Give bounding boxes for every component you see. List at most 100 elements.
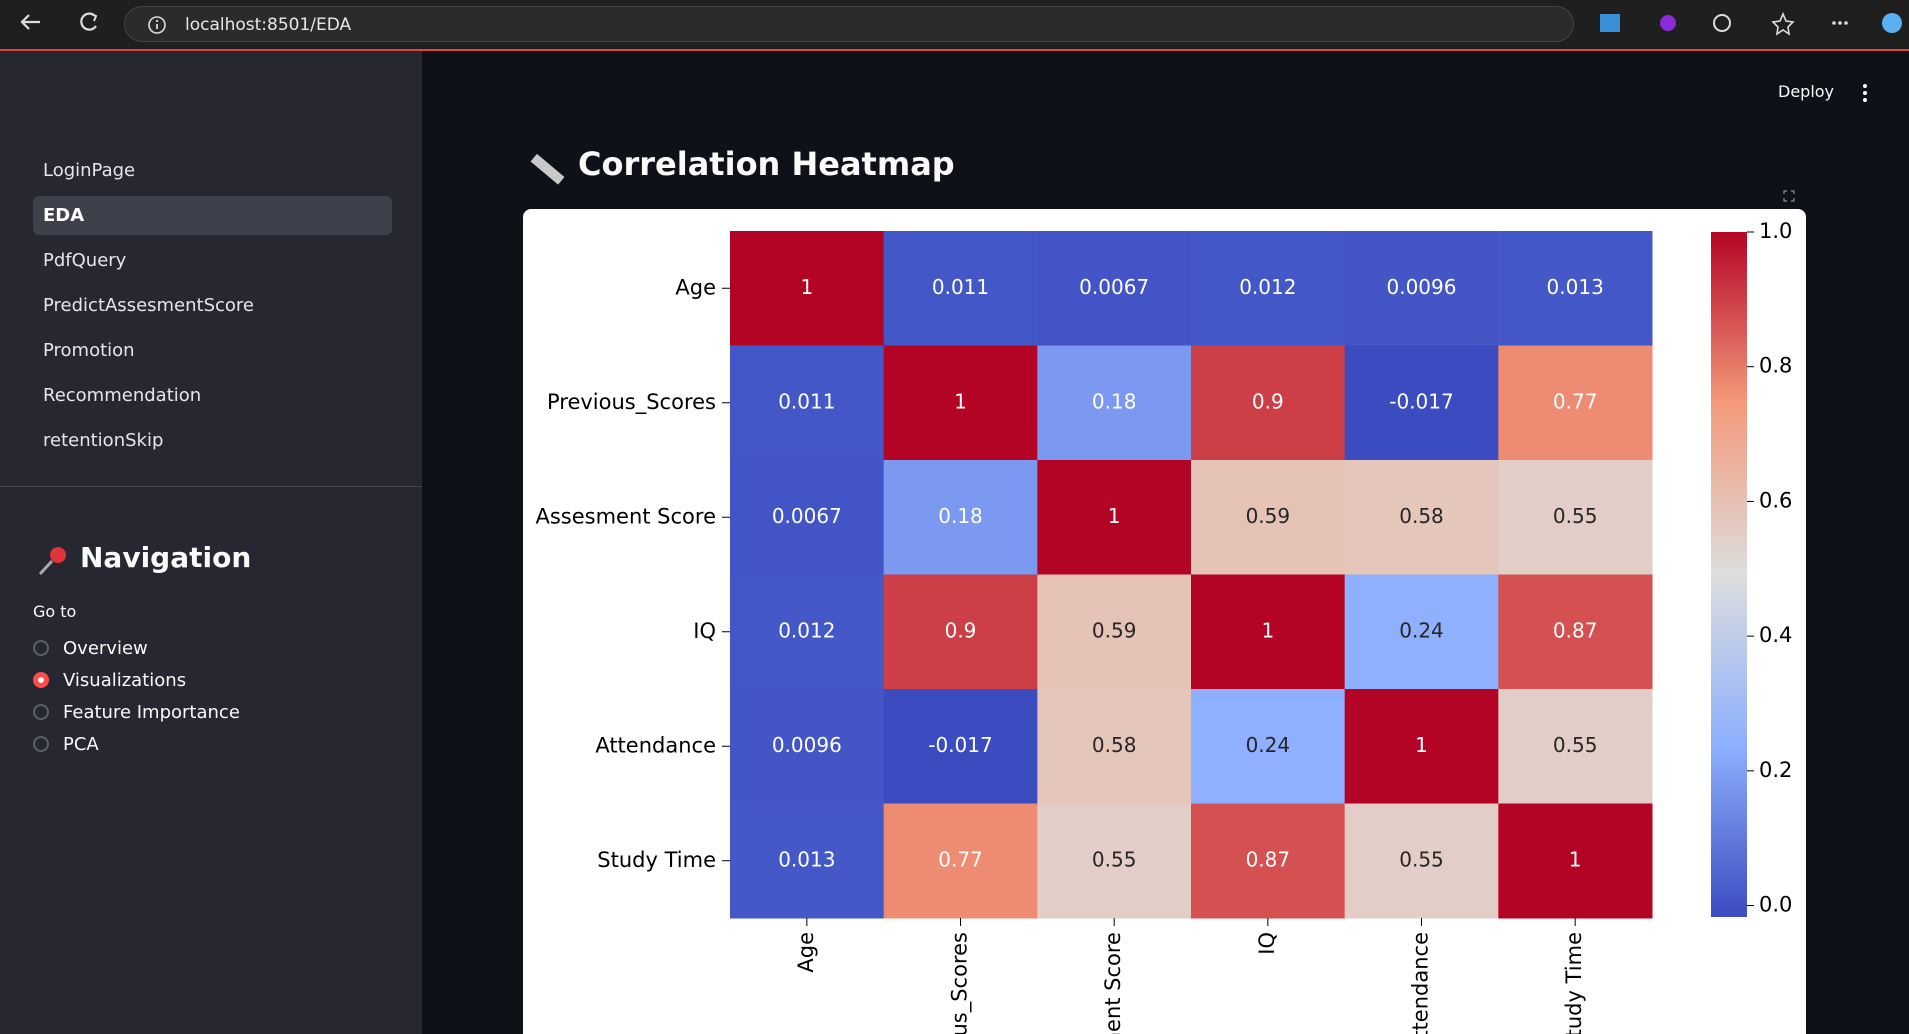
colorbar-tick-label: 0.0 bbox=[1759, 893, 1792, 917]
cell-label: 0.0067 bbox=[772, 504, 842, 528]
heatmap-cell bbox=[1344, 460, 1499, 575]
page-link[interactable]: retentionSkip bbox=[43, 430, 164, 451]
cell-label: 0.011 bbox=[778, 389, 835, 413]
heatmap-cell bbox=[1498, 574, 1653, 690]
colorbar-tick-label: 1.0 bbox=[1759, 219, 1792, 243]
cell-label: 0.9 bbox=[945, 618, 977, 642]
radio-option[interactable]: Overview bbox=[33, 636, 148, 662]
cell-label: 0.55 bbox=[1553, 733, 1598, 757]
x-tick-label: Age bbox=[794, 932, 818, 973]
chart-card: 1 0.011 0.0067 0.012 0.0096 0.013 0.011 1 0.18 0.… bbox=[523, 209, 1806, 1034]
x-tick-label: Assesment Score bbox=[1101, 932, 1125, 1034]
cell-label: 1 bbox=[1261, 618, 1274, 642]
heatmap-cell bbox=[1037, 345, 1192, 461]
cell-label: 0.58 bbox=[1092, 733, 1137, 757]
heatmap-cell bbox=[883, 460, 1038, 575]
heatmap-cell bbox=[1037, 231, 1192, 346]
heatmap-cell bbox=[1344, 345, 1499, 461]
menu-button[interactable] bbox=[1860, 82, 1870, 106]
y-tick-label: Assesment Score bbox=[535, 504, 716, 528]
cell-label: 1 bbox=[954, 389, 967, 413]
heatmap-cell bbox=[730, 689, 885, 804]
heatmap-cell bbox=[730, 574, 885, 690]
cell-label: 0.77 bbox=[938, 847, 983, 871]
cell-label: 0.87 bbox=[1246, 847, 1291, 871]
browser-bar: localhost:8501/EDA bbox=[0, 0, 1909, 49]
heatmap-cell bbox=[883, 231, 1038, 346]
page-link[interactable]: EDA bbox=[33, 196, 392, 235]
heatmap-cell bbox=[1037, 574, 1192, 690]
address-bar[interactable]: localhost:8501/EDA bbox=[124, 6, 1574, 42]
radio-dot bbox=[33, 704, 49, 720]
cell-label: 1 bbox=[800, 275, 813, 299]
toolbar-icons[interactable] bbox=[1590, 0, 1909, 49]
radio-option[interactable]: PCA bbox=[33, 732, 99, 758]
heatmap-cell bbox=[1498, 689, 1653, 804]
deploy-button[interactable]: Deploy bbox=[1778, 82, 1835, 101]
y-tick-label: Previous_Scores bbox=[547, 390, 716, 415]
heatmap-cell bbox=[1191, 231, 1346, 346]
divider bbox=[0, 486, 422, 487]
cell-label: 1 bbox=[1108, 504, 1121, 528]
cell-label: 0.55 bbox=[1092, 847, 1137, 871]
cell-label: 0.9 bbox=[1252, 389, 1284, 413]
page-link[interactable]: PredictAssesmentScore bbox=[43, 295, 255, 316]
heatmap-cell bbox=[1498, 345, 1653, 461]
cell-label: 0.0096 bbox=[1387, 275, 1457, 299]
heatmap-cell bbox=[1498, 803, 1653, 919]
page-link[interactable]: LoginPage bbox=[43, 160, 136, 181]
cell-label: 1 bbox=[1569, 847, 1582, 871]
heatmap-cell bbox=[883, 803, 1038, 919]
heatmap-cell bbox=[1191, 574, 1346, 690]
x-tick-label: Attendance bbox=[1409, 932, 1433, 1034]
page-link[interactable]: Promotion bbox=[43, 340, 135, 361]
cell-label: 0.55 bbox=[1399, 847, 1444, 871]
heatmap-cell bbox=[1191, 689, 1346, 804]
y-tick-label: Attendance bbox=[595, 733, 716, 757]
cell-label: 0.59 bbox=[1092, 618, 1137, 642]
y-tick-label: IQ bbox=[693, 619, 716, 643]
fullscreen-button[interactable] bbox=[1783, 190, 1795, 202]
colorbar bbox=[1711, 232, 1747, 917]
heatmap-cell bbox=[1037, 689, 1192, 804]
radio-dot bbox=[33, 736, 49, 752]
cell-label: 1 bbox=[1415, 733, 1428, 757]
heatmap-cell bbox=[1191, 460, 1346, 575]
y-tick-label: Age bbox=[675, 275, 716, 299]
url: localhost:8501/EDA bbox=[185, 15, 352, 35]
radio-text: Visualizations bbox=[63, 670, 187, 691]
heatmap-cell bbox=[730, 803, 885, 919]
x-tick-label: Previous_Scores bbox=[948, 932, 973, 1034]
cell-label: -0.017 bbox=[928, 733, 992, 757]
heatmap-cell bbox=[730, 231, 885, 346]
cell-label: 0.55 bbox=[1553, 504, 1598, 528]
cell-label: 0.18 bbox=[1092, 389, 1137, 413]
nav-icons[interactable] bbox=[0, 0, 120, 49]
radio-label: Go to bbox=[33, 602, 77, 621]
cell-label: 0.0096 bbox=[772, 733, 842, 757]
cell-label: 0.77 bbox=[1553, 389, 1598, 413]
cell-label: 0.011 bbox=[932, 275, 989, 299]
radio-option[interactable]: Feature Importance bbox=[33, 700, 240, 726]
radio-dot bbox=[33, 640, 49, 656]
page-link[interactable]: Recommendation bbox=[43, 385, 202, 406]
heatmap-cell bbox=[1037, 803, 1192, 919]
cell-label: 0.18 bbox=[938, 504, 983, 528]
radio-text: PCA bbox=[63, 734, 99, 755]
x-tick-label: IQ bbox=[1255, 932, 1279, 955]
colorbar-tick-label: 0.2 bbox=[1759, 758, 1792, 782]
pin-icon bbox=[38, 547, 66, 576]
heatmap-cell bbox=[1191, 803, 1346, 919]
heatmap-cell bbox=[1498, 460, 1653, 575]
x-tick-label: Study Time bbox=[1562, 932, 1586, 1034]
colorbar-tick-label: 0.8 bbox=[1759, 354, 1792, 378]
heatmap-cell bbox=[1498, 231, 1653, 346]
cell-label: 0.24 bbox=[1399, 618, 1444, 642]
heatmap-cell bbox=[1191, 345, 1346, 461]
radio-text: Overview bbox=[63, 638, 148, 659]
radio-option[interactable]: Visualizations bbox=[33, 668, 186, 694]
heatmap-cell bbox=[1344, 231, 1499, 346]
page-link[interactable]: PdfQuery bbox=[43, 250, 127, 271]
heatmap-cell bbox=[1344, 689, 1499, 804]
